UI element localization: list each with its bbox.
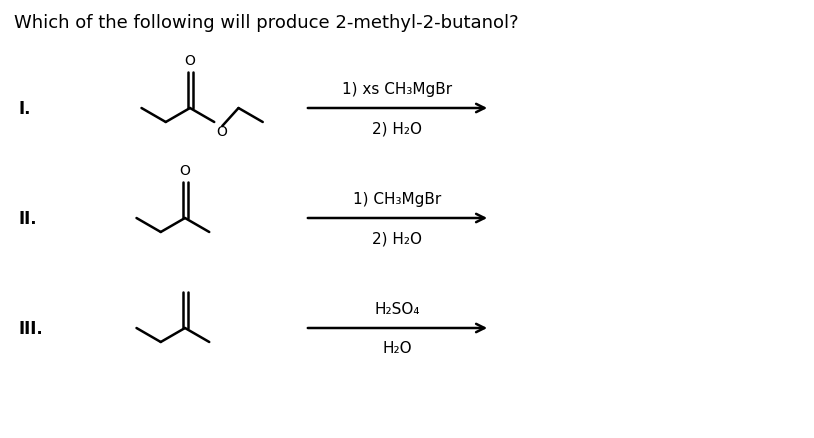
Text: I.: I.	[18, 100, 30, 118]
Text: II.: II.	[18, 209, 37, 227]
Text: III.: III.	[18, 319, 43, 337]
Text: 1) CH₃MgBr: 1) CH₃MgBr	[353, 191, 442, 207]
Text: Which of the following will produce 2-methyl-2-butanol?: Which of the following will produce 2-me…	[14, 14, 519, 32]
Text: O: O	[185, 53, 195, 67]
Text: H₂O: H₂O	[383, 340, 413, 355]
Text: 1) xs CH₃MgBr: 1) xs CH₃MgBr	[343, 82, 453, 97]
Text: H₂SO₄: H₂SO₄	[374, 301, 420, 316]
Text: O: O	[217, 125, 227, 139]
Text: 2) H₂O: 2) H₂O	[373, 230, 422, 245]
Text: 2) H₂O: 2) H₂O	[373, 121, 422, 136]
Text: O: O	[180, 163, 190, 177]
